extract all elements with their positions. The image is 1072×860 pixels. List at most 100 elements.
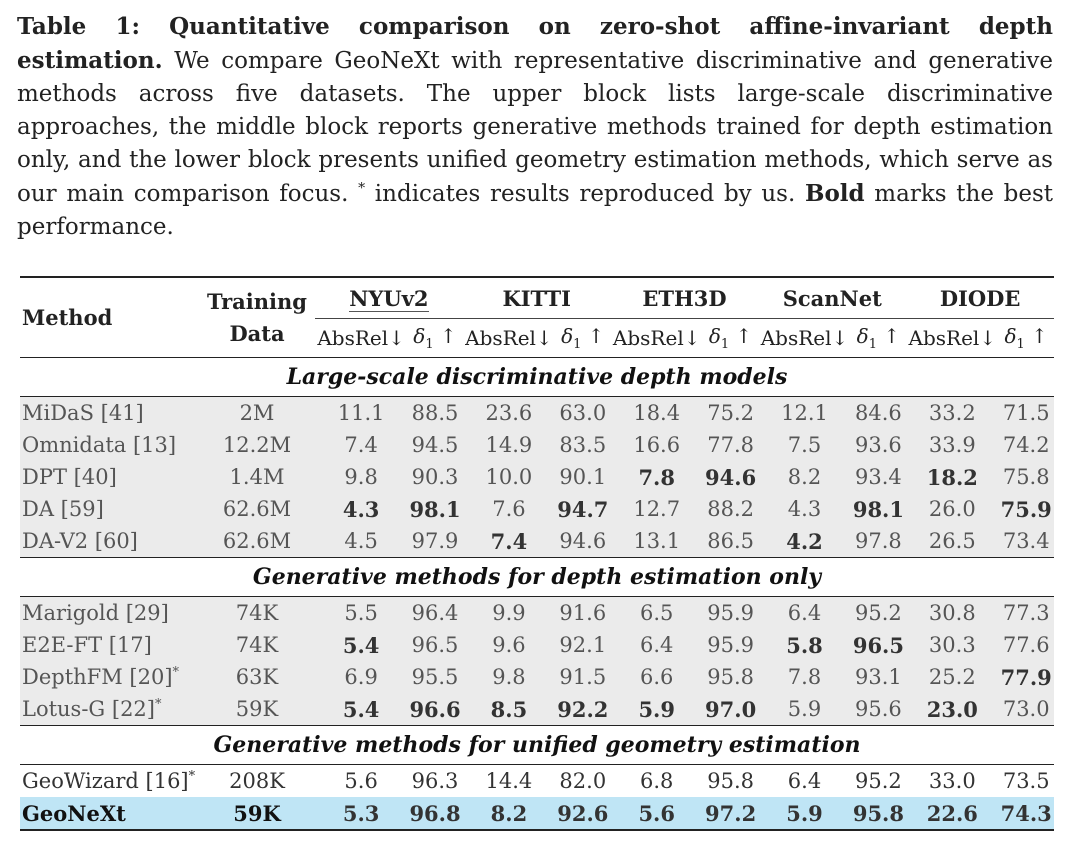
method-name: E2E-FT [17]: [20, 629, 199, 661]
metric-value: 16.6: [610, 429, 703, 461]
caption-text-2: indicates results reproduced by us.: [365, 181, 805, 207]
metric-value: 97.8: [850, 525, 907, 558]
metric-value: 7.4: [315, 429, 408, 461]
metric-value: 95.2: [850, 764, 907, 797]
caption-label: Table 1: Quantitative comparison on zero…: [17, 13, 1053, 74]
table-row: Lotus-G [22]* 59K 5.4 96.6 8.5 92.2 5.9 97.0 5.9…: [20, 693, 1054, 726]
table-row: E2E-FT [17] 74K 5.4 96.5 9.6 92.1 6.4 95.9 5.8 96…: [20, 629, 1054, 661]
metric-value: 23.0: [906, 693, 999, 726]
metric-value: 73.0: [998, 693, 1054, 726]
metric-value: 7.4: [462, 525, 556, 558]
training-data-size: 208K: [199, 764, 315, 797]
metric-value: 33.0: [906, 764, 999, 797]
metric-value: 98.1: [407, 493, 463, 525]
training-data-size: 59K: [199, 797, 315, 830]
metric-value: 9.9: [462, 596, 556, 629]
table-row: Marigold [29] 74K 5.5 96.4 9.9 91.6 6.5 95.9 6.4…: [20, 596, 1054, 629]
metric-value: 5.9: [610, 693, 703, 726]
section-header: Generative methods for depth estimation …: [20, 557, 1054, 597]
metric-value: 77.9: [998, 661, 1054, 693]
method-name: GeoNeXt: [20, 797, 199, 830]
metric-value: 88.2: [702, 493, 759, 525]
metric-value: 95.9: [702, 629, 759, 661]
metric-value: 6.6: [610, 661, 703, 693]
metric-value: 8.2: [758, 461, 851, 493]
section-title: Generative methods for depth estimation …: [252, 564, 822, 590]
metric-value: 12.7: [610, 493, 703, 525]
metric-value: 73.5: [998, 764, 1054, 797]
metric-value: 6.5: [610, 596, 703, 629]
metric-absrel-nyuv2: AbsRel↓: [315, 318, 408, 358]
metric-value: 92.2: [555, 693, 611, 726]
metric-value: 97.9: [407, 525, 463, 558]
metric-value: 13.1: [610, 525, 703, 558]
metric-delta1-nyuv2: δ1 ↑: [407, 318, 463, 358]
metric-value: 96.5: [850, 629, 907, 661]
caption-text-1: We compare GeoNeXt with representative d…: [17, 48, 1053, 207]
metric-value: 18.4: [610, 396, 703, 429]
metric-value: 96.6: [407, 693, 463, 726]
metric-value: 11.1: [315, 396, 408, 429]
metric-value: 93.6: [850, 429, 907, 461]
metric-value: 5.6: [610, 797, 703, 830]
caption-text-3: marks the best performance.: [17, 181, 1054, 240]
metric-value: 93.4: [850, 461, 907, 493]
section-title: Large-scale discriminative depth models: [286, 364, 788, 390]
metric-value: 94.6: [702, 461, 759, 493]
metric-value: 5.8: [758, 629, 851, 661]
method-name: Marigold [29]: [20, 596, 199, 629]
header-training: Training Data: [199, 277, 315, 358]
training-data-size: 62.6M: [199, 493, 315, 525]
metric-value: 6.8: [610, 764, 703, 797]
caption-asterisk: *: [358, 180, 366, 197]
metric-value: 7.8: [610, 461, 703, 493]
metric-value: 4.3: [758, 493, 851, 525]
header-dataset-kitti: KITTI: [502, 285, 571, 311]
metric-value: 83.5: [555, 429, 611, 461]
metric-value: 7.5: [758, 429, 851, 461]
metric-value: 74.2: [998, 429, 1054, 461]
metric-value: 86.5: [702, 525, 759, 558]
metric-value: 63.0: [555, 396, 611, 429]
metric-value: 30.3: [906, 629, 999, 661]
metric-value: 22.6: [906, 797, 999, 830]
metric-value: 25.2: [906, 661, 999, 693]
training-data-size: 2M: [199, 396, 315, 429]
metric-value: 75.8: [998, 461, 1054, 493]
method-name: Omnidata [13]: [20, 429, 199, 461]
table-row: DA [59] 62.6M 4.3 98.1 7.6 94.7 12.7 88.2 4.3 98.…: [20, 493, 1054, 525]
table-body: Large-scale discriminative depth models M…: [20, 357, 1054, 830]
metric-value: 4.3: [315, 493, 408, 525]
metric-value: 5.9: [758, 797, 851, 830]
section-header: Large-scale discriminative depth models: [20, 357, 1054, 397]
metric-value: 97.0: [702, 693, 759, 726]
table-row: GeoWizard [16]* 208K 5.6 96.3 14.4 82.0 6.8 95.…: [20, 764, 1054, 797]
metric-value: 98.1: [850, 493, 907, 525]
metric-value: 33.2: [906, 396, 999, 429]
metric-value: 4.5: [315, 525, 408, 558]
metric-value: 94.5: [407, 429, 463, 461]
method-name: DA [59]: [20, 493, 199, 525]
header-training-line2: Data: [229, 320, 285, 346]
metric-value: 91.5: [555, 661, 611, 693]
metric-value: 5.3: [315, 797, 408, 830]
metric-delta1-kitti: δ1 ↑: [555, 318, 611, 358]
method-name: DPT [40]: [20, 461, 199, 493]
metric-value: 4.2: [758, 525, 851, 558]
metric-value: 95.6: [850, 693, 907, 726]
metric-value: 9.8: [315, 461, 408, 493]
metric-value: 94.6: [555, 525, 611, 558]
metric-value: 8.2: [462, 797, 556, 830]
header-dataset-diode: DIODE: [939, 285, 1021, 311]
metric-value: 77.6: [998, 629, 1054, 661]
metric-value: 8.5: [462, 693, 556, 726]
caption-bold-word: Bold: [805, 180, 865, 207]
metric-value: 14.9: [462, 429, 556, 461]
training-data-size: 63K: [199, 661, 315, 693]
results-table: Method Training Data NYUv2 KITTI ETH3D S…: [20, 276, 1054, 831]
metric-absrel-scannet: AbsRel↓: [758, 318, 851, 358]
metric-value: 92.1: [555, 629, 611, 661]
metric-value: 26.0: [906, 493, 999, 525]
metric-value: 90.3: [407, 461, 463, 493]
metric-value: 6.4: [758, 764, 851, 797]
